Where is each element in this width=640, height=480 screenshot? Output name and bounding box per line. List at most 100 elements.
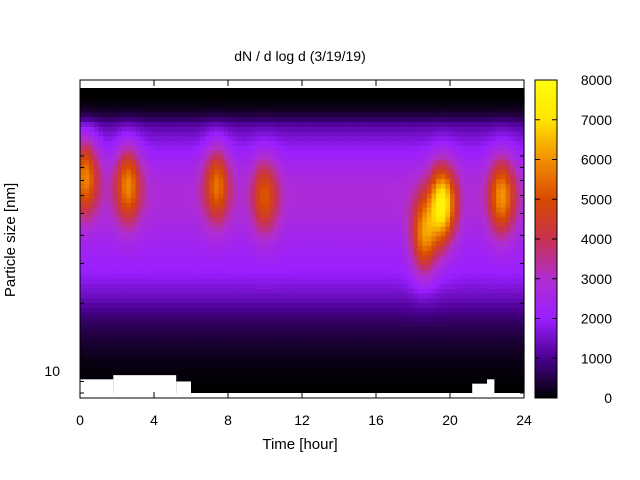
heatmap-cell xyxy=(186,230,192,237)
heatmap-cell xyxy=(302,154,308,161)
heatmap-cell xyxy=(172,273,178,280)
heatmap-cell xyxy=(297,102,303,108)
heatmap-cell xyxy=(218,369,224,375)
heatmap-cell xyxy=(366,259,372,265)
heatmap-cell xyxy=(380,373,386,380)
heatmap-cell xyxy=(394,288,400,294)
heatmap-cell xyxy=(167,140,174,146)
heatmap-cell xyxy=(103,259,109,265)
heatmap-cell xyxy=(209,345,215,351)
heatmap-cell xyxy=(181,164,187,170)
heatmap-cell xyxy=(422,264,428,270)
heatmap-cell xyxy=(339,345,345,351)
heatmap-cell xyxy=(223,383,229,389)
heatmap-cell xyxy=(302,97,308,103)
heatmap-cell xyxy=(117,235,123,242)
heatmap-cell xyxy=(334,378,340,385)
heatmap-cell xyxy=(117,202,123,208)
heatmap-cell xyxy=(112,350,118,356)
heatmap-cell xyxy=(130,359,137,366)
heatmap-cell xyxy=(329,383,335,389)
heatmap-cell xyxy=(278,111,285,118)
heatmap-cell xyxy=(311,245,317,251)
heatmap-cell xyxy=(149,88,155,94)
heatmap-cell xyxy=(426,302,433,308)
heatmap-cell xyxy=(399,226,405,232)
heatmap-cell xyxy=(214,273,220,280)
heatmap-cell xyxy=(140,354,146,361)
heatmap-cell xyxy=(204,240,211,246)
heatmap-cell xyxy=(232,283,238,289)
heatmap-cell xyxy=(357,178,363,184)
heatmap-cell xyxy=(117,283,123,289)
heatmap-cell xyxy=(292,169,298,175)
heatmap-cell xyxy=(140,331,146,337)
heatmap-cell xyxy=(306,288,312,294)
heatmap-cell xyxy=(251,207,257,213)
heatmap-cell xyxy=(214,364,220,370)
heatmap-cell xyxy=(130,135,137,142)
heatmap-cell xyxy=(413,345,419,351)
heatmap-cell xyxy=(135,135,141,142)
heatmap-cell xyxy=(394,240,400,246)
heatmap-cell xyxy=(431,188,437,194)
heatmap-cell xyxy=(186,169,192,175)
heatmap-cell xyxy=(297,297,303,304)
heatmap-cell xyxy=(228,149,234,156)
heatmap-cell xyxy=(228,311,234,318)
heatmap-cell xyxy=(431,345,437,351)
heatmap-cell xyxy=(251,335,257,342)
heatmap-cell xyxy=(292,159,298,165)
heatmap-cell xyxy=(200,245,206,251)
heatmap-cell xyxy=(177,188,183,194)
heatmap-cell xyxy=(154,197,160,203)
heatmap-cell xyxy=(348,149,354,156)
heatmap-cell xyxy=(422,145,428,151)
heatmap-cell xyxy=(371,307,377,313)
heatmap-cell xyxy=(237,288,243,294)
heatmap-cell xyxy=(413,183,419,189)
heatmap-cell xyxy=(241,192,248,199)
heatmap-cell xyxy=(311,102,317,108)
heatmap-cell xyxy=(149,226,155,232)
heatmap-cell xyxy=(315,92,322,99)
heatmap-cell xyxy=(302,269,308,275)
heatmap-cell xyxy=(181,211,187,218)
heatmap-cell xyxy=(89,102,95,108)
heatmap-cell xyxy=(121,288,127,294)
heatmap-cell xyxy=(288,121,294,127)
heatmap-cell xyxy=(283,97,289,103)
heatmap-cell xyxy=(302,288,308,294)
heatmap-cell xyxy=(218,159,224,165)
heatmap-cell xyxy=(251,302,257,308)
heatmap-cell xyxy=(241,207,248,213)
heatmap-cell xyxy=(385,354,391,361)
heatmap-cell xyxy=(93,197,100,203)
heatmap-cell xyxy=(380,283,386,289)
heatmap-cell xyxy=(366,311,372,318)
heatmap-cell xyxy=(315,316,322,323)
heatmap-cell xyxy=(241,388,248,394)
heatmap-cell xyxy=(325,326,331,332)
heatmap-cell xyxy=(251,321,257,327)
heatmap-cell xyxy=(191,292,197,299)
heatmap-cell xyxy=(186,359,192,366)
heatmap-cell xyxy=(103,173,109,180)
heatmap-cell xyxy=(274,307,280,313)
heatmap-cell xyxy=(302,164,308,170)
heatmap-cell xyxy=(121,326,127,332)
heatmap-cell xyxy=(311,364,317,370)
heatmap-cell xyxy=(260,269,266,275)
heatmap-cell xyxy=(278,383,285,389)
heatmap-cell xyxy=(255,254,261,261)
heatmap-cell xyxy=(241,221,248,227)
heatmap-cell xyxy=(149,278,155,284)
heatmap-cell xyxy=(126,354,132,361)
heatmap-cell xyxy=(283,345,289,351)
heatmap-cell xyxy=(195,145,201,151)
heatmap-cell xyxy=(292,288,298,294)
heatmap-cell xyxy=(98,292,104,299)
heatmap-cell xyxy=(140,188,146,194)
heatmap-cell xyxy=(98,183,104,189)
heatmap-cell xyxy=(246,240,252,246)
